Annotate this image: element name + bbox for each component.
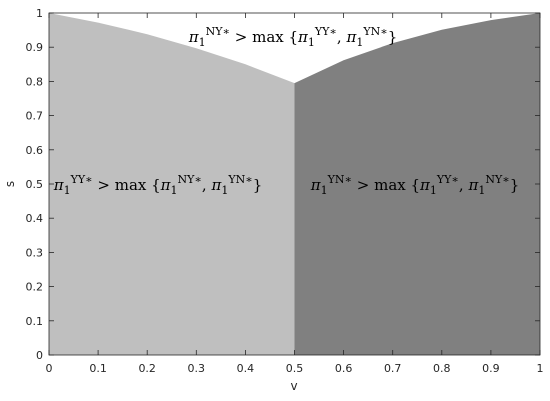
label-part: , xyxy=(337,28,347,46)
label-part: NY∗ xyxy=(485,173,509,186)
y-tick-label: 0.7 xyxy=(26,110,44,123)
label-part: , xyxy=(459,176,469,194)
label-part: π xyxy=(188,28,200,46)
label-part: 1 xyxy=(199,36,206,49)
label-part: π xyxy=(467,176,479,194)
y-tick-label: 0.1 xyxy=(26,315,44,328)
label-part: 1 xyxy=(356,36,363,49)
label-part: 1 xyxy=(321,184,328,197)
x-tick-label: 0.9 xyxy=(482,362,500,375)
y-tick-label: 0 xyxy=(36,349,43,362)
label-part: 1 xyxy=(308,36,315,49)
label-part: YY∗ xyxy=(314,25,337,38)
label-part: π xyxy=(53,176,65,194)
x-axis-label: v xyxy=(290,379,297,393)
y-tick-label: 0.6 xyxy=(26,144,44,157)
label-part: YY∗ xyxy=(70,173,93,186)
x-tick-label: 0.3 xyxy=(188,362,206,375)
label-part: 1 xyxy=(430,184,437,197)
label-part: , xyxy=(202,176,212,194)
label-part: > max { xyxy=(230,28,298,46)
label-part: } xyxy=(388,28,398,46)
label-part: π xyxy=(419,176,431,194)
label-part: π xyxy=(210,176,222,194)
label-part: NY∗ xyxy=(178,173,202,186)
region-label: π1YN∗ > max {π1YY∗, π1NY∗} xyxy=(310,173,519,197)
y-tick-label: 0.8 xyxy=(26,75,44,88)
x-tick-label: 0.1 xyxy=(89,362,107,375)
x-tick-label: 0.4 xyxy=(237,362,255,375)
label-part: 1 xyxy=(171,184,178,197)
x-tick-label: 0.2 xyxy=(138,362,156,375)
label-part: YN∗ xyxy=(362,25,387,38)
x-tick-label: 1 xyxy=(537,362,544,375)
label-part: π xyxy=(297,28,309,46)
label-part: > max { xyxy=(352,176,420,194)
x-tick-label: 0.6 xyxy=(335,362,353,375)
x-tick-label: 0.5 xyxy=(286,362,304,375)
label-part: π xyxy=(160,176,172,194)
y-tick-label: 0.3 xyxy=(26,246,44,259)
label-part: 1 xyxy=(64,184,71,197)
x-tick-label: 0 xyxy=(46,362,53,375)
label-part: NY∗ xyxy=(206,25,230,38)
region-label: π1NY∗ > max {π1YY∗, π1YN∗} xyxy=(188,25,397,49)
label-part: YY∗ xyxy=(436,173,459,186)
label-part: YN∗ xyxy=(327,173,352,186)
x-tick-label: 0.7 xyxy=(384,362,402,375)
label-part: } xyxy=(253,176,263,194)
y-tick-label: 0.5 xyxy=(26,178,44,191)
label-part: } xyxy=(510,176,520,194)
label-part: π xyxy=(310,176,322,194)
label-part: YN∗ xyxy=(227,173,252,186)
y-tick-label: 0.2 xyxy=(26,281,44,294)
region xyxy=(49,13,295,355)
x-tick-label: 0.8 xyxy=(433,362,451,375)
label-part: π xyxy=(345,28,357,46)
label-part: 1 xyxy=(221,184,228,197)
y-tick-label: 0.9 xyxy=(26,41,44,54)
region xyxy=(294,13,540,355)
y-tick-label: 0.4 xyxy=(26,212,44,225)
label-part: > max { xyxy=(93,176,161,194)
y-tick-label: 1 xyxy=(36,7,43,20)
y-axis-label: s xyxy=(3,181,17,187)
label-part: 1 xyxy=(478,184,485,197)
region-label: π1YY∗ > max {π1NY∗, π1YN∗} xyxy=(53,173,262,197)
